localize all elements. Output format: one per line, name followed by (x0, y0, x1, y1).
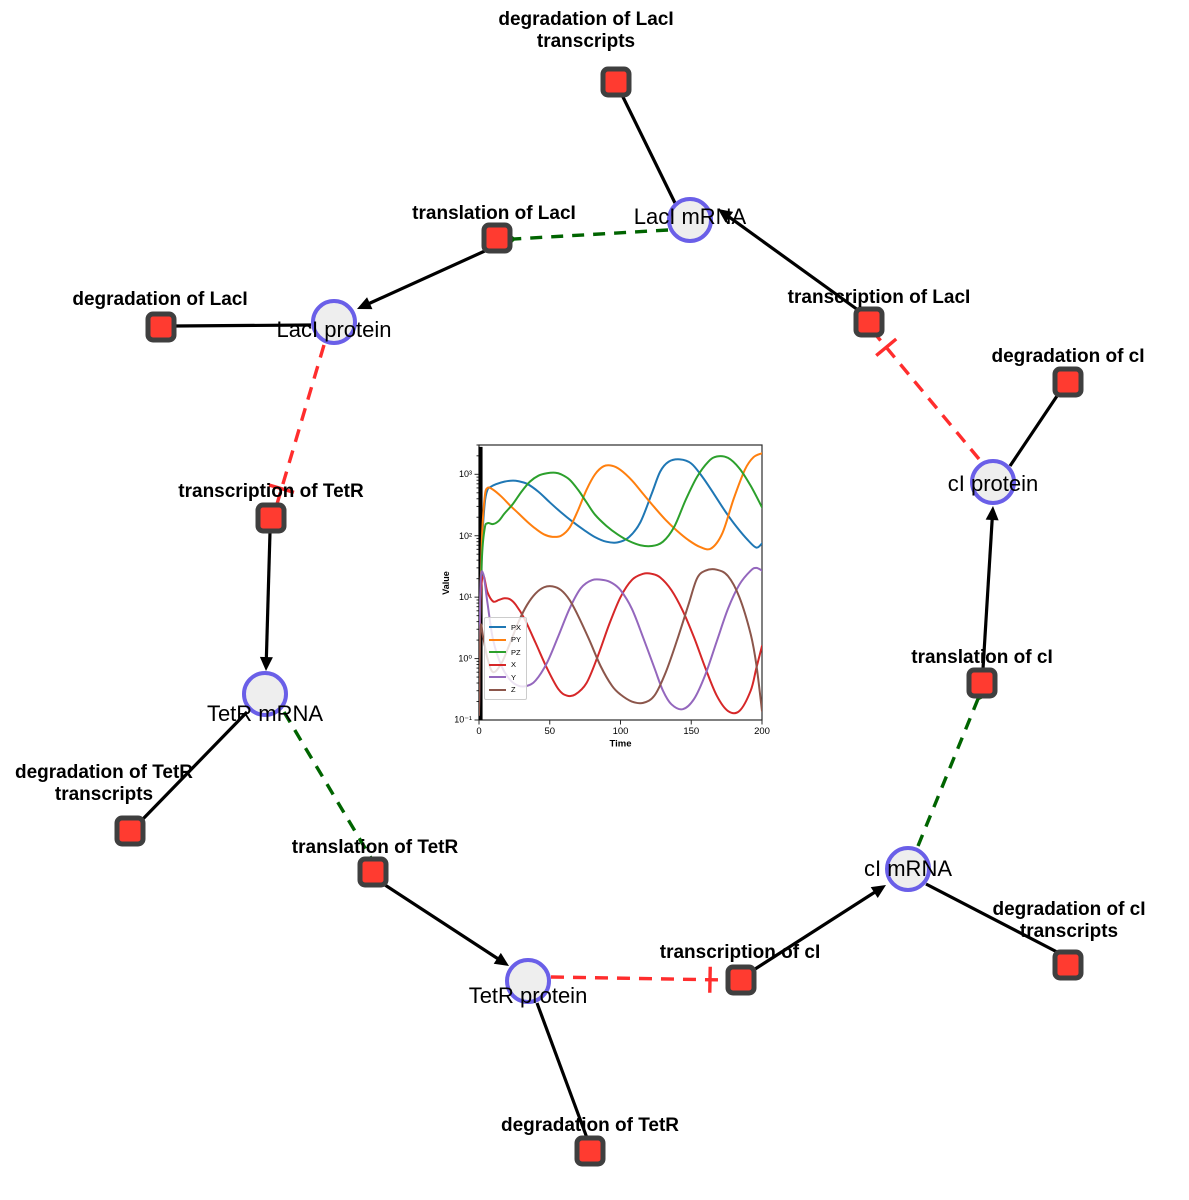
reaction-node-translation_ci[interactable] (966, 667, 998, 699)
reaction-label-deg_ci_transcripts: degradation of cI transcripts (992, 899, 1146, 942)
edge-plain (535, 1002, 589, 1139)
legend-label-PY: PY (511, 635, 522, 644)
plot-x-tick: 200 (754, 726, 770, 737)
reaction-node-translation_tetr[interactable] (357, 856, 389, 888)
species-node-laci_mrna[interactable] (667, 197, 713, 243)
legend-row-PX: PX (489, 621, 521, 634)
reaction-label-deg_laci: degradation of LacI (72, 289, 248, 311)
reaction-node-translation_laci[interactable] (481, 222, 513, 254)
plot-x-tick: 100 (612, 726, 629, 737)
legend-swatch-PZ (489, 651, 506, 654)
legend-swatch-Z (489, 688, 506, 691)
reaction-label-translation_tetr: translation of TetR (291, 837, 459, 859)
reaction-label-deg_tetr: degradation of TetR (500, 1115, 680, 1137)
edge-plain (1008, 392, 1061, 467)
reaction-label-deg_tetr_transcripts: degradation of TetR transcripts (14, 762, 194, 805)
plot-x-tick: 150 (683, 726, 700, 737)
edge-plain (620, 94, 677, 204)
edge-product (357, 248, 488, 310)
reaction-node-transcription_tetr[interactable] (255, 502, 287, 534)
species-label-laci_protein: LacI protein (276, 317, 392, 342)
plot-x-tick: 0 (476, 726, 482, 737)
edge-product (259, 531, 273, 671)
legend-row-PZ: PZ (489, 646, 521, 659)
reaction-node-deg_laci[interactable] (145, 311, 177, 343)
legend-label-X: X (511, 660, 517, 669)
legend-swatch-Y (489, 676, 506, 679)
reaction-label-translation_ci: translation of cI (911, 647, 1053, 669)
edge-product (751, 885, 886, 973)
plot-x-axis-label: Time (609, 738, 632, 750)
legend-row-Z: Z (489, 684, 521, 697)
edge-plain (139, 710, 249, 823)
edge-product (981, 506, 999, 670)
plot-line-PZ (479, 455, 762, 660)
reaction-node-deg_ci[interactable] (1052, 366, 1084, 398)
plot-line-PY (479, 452, 762, 660)
reaction-label-transcription_tetr: transcription of TetR (178, 481, 364, 503)
species-node-laci_protein[interactable] (311, 299, 357, 345)
plot-y-tick: 10⁰ (458, 653, 472, 664)
legend-label-Z: Z (511, 685, 516, 694)
reaction-label-translation_laci: translation of LacI (412, 203, 576, 225)
reaction-node-deg_tetr_transcripts[interactable] (114, 815, 146, 847)
reaction-node-deg_ci_transcripts[interactable] (1052, 949, 1084, 981)
legend-row-PY: PY (489, 634, 521, 647)
legend-label-PZ: PZ (511, 647, 521, 657)
edge-product (718, 209, 859, 312)
reaction-node-transcription_laci[interactable] (853, 306, 885, 338)
plot-y-tick: 10¹ (458, 592, 472, 603)
reaction-label-deg_ci: degradation of cI (991, 346, 1145, 368)
species-node-ci_protein[interactable] (970, 459, 1016, 505)
edge-inhibit (550, 966, 727, 993)
legend-label-PX: PX (511, 622, 522, 632)
species-label-tetr_protein: TetR protein (468, 983, 588, 1008)
reaction-node-deg_tetr[interactable] (574, 1135, 606, 1167)
reaction-label-transcription_ci: transcription of cI (659, 942, 821, 964)
plot-x-tick: 50 (544, 726, 556, 737)
species-label-tetr_mrna: TetR mRNA (206, 701, 324, 726)
edge-product (384, 883, 509, 966)
species-label-ci_mrna: cI mRNA (864, 856, 952, 881)
edge-inhibit (874, 333, 981, 461)
edge-plain (174, 323, 312, 328)
plot-y-tick: 10² (458, 530, 472, 541)
legend-row-Y: Y (489, 671, 521, 684)
species-node-tetr_mrna[interactable] (242, 671, 288, 717)
plot-line-PX (479, 458, 762, 660)
edge-inhibit (268, 344, 326, 505)
legend-swatch-PY (489, 638, 506, 641)
plot-y-tick: 10⁻¹ (454, 714, 472, 725)
species-node-ci_mrna[interactable] (885, 846, 931, 892)
plot-canvas (474, 444, 763, 725)
plot-y-tick: 10³ (458, 469, 472, 480)
reaction-node-transcription_ci[interactable] (725, 964, 757, 996)
reaction-label-deg_laci_transcripts: degradation of LacI transcripts (498, 9, 674, 52)
edge-plain (925, 882, 1060, 955)
plot-legend: PX PY PZ X Y Z (484, 617, 528, 700)
species-label-laci_mrna: LacI mRNA (633, 204, 747, 229)
legend-label-Y: Y (511, 672, 517, 682)
reaction-label-transcription_laci: transcription of LacI (787, 287, 971, 309)
legend-swatch-X (489, 663, 506, 666)
legend-row-X: X (489, 659, 521, 672)
species-label-ci_protein: cI protein (947, 471, 1039, 496)
legend-swatch-PX (489, 626, 506, 629)
reaction-node-deg_laci_transcripts[interactable] (600, 66, 632, 98)
simulation-plot-inset: Value Time 10⁻¹ 10⁰ 10¹ 10² 10³ 0 50 100 150 200… (432, 437, 772, 753)
species-node-tetr_protein[interactable] (505, 958, 551, 1004)
plot-y-axis-label: Value (441, 570, 451, 595)
